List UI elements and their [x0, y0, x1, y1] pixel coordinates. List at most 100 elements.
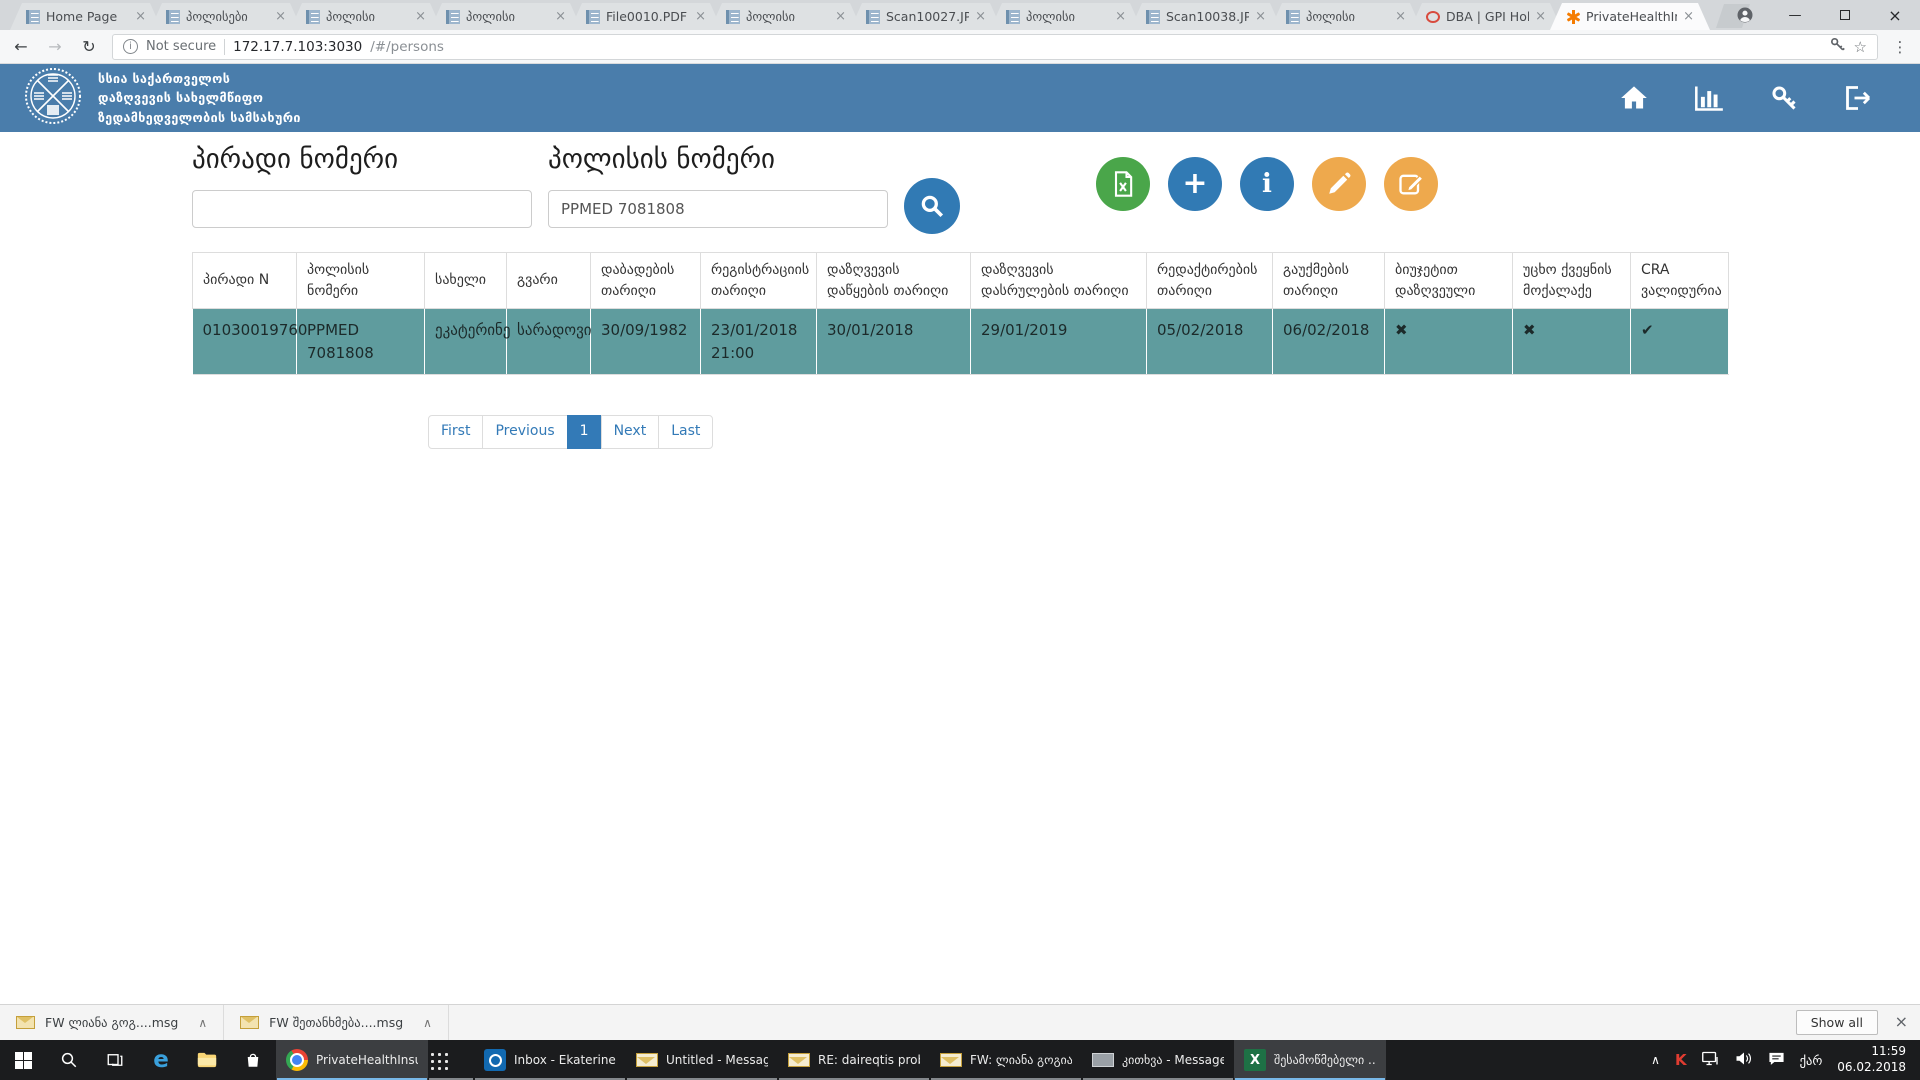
table-cell: 05/02/2018: [1146, 308, 1273, 375]
downloads-bar-close-icon[interactable]: ×: [1894, 1012, 1908, 1031]
page-info-icon[interactable]: i: [123, 39, 138, 54]
msg-file-icon: [16, 1016, 35, 1029]
reports-chart-icon[interactable]: [1694, 85, 1724, 111]
browser-tab[interactable]: პოლისი: [710, 3, 862, 30]
export-excel-button[interactable]: [1096, 157, 1150, 211]
edit-pencil-button[interactable]: [1312, 157, 1366, 211]
edit-form-button[interactable]: [1384, 157, 1438, 211]
tab-close-icon[interactable]: [975, 9, 986, 24]
personal-number-input[interactable]: [192, 190, 532, 228]
taskbar-app-button[interactable]: კითხვა - Message ...: [1082, 1040, 1234, 1080]
tab-close-icon[interactable]: [135, 9, 146, 24]
browser-tab[interactable]: პოლისები: [150, 3, 302, 30]
table-row[interactable]: 01030019760 PPMED 7081808 ეკატერინე სარადოვ…: [192, 308, 1729, 375]
browser-tab[interactable]: PrivateHealthIn: [1550, 3, 1710, 30]
tab-close-icon[interactable]: [695, 9, 706, 24]
tab-close-icon[interactable]: [555, 9, 566, 24]
kaspersky-icon[interactable]: [1675, 1051, 1687, 1069]
browser-tab[interactable]: DBA | GPI Hold: [1410, 3, 1562, 30]
browser-tab[interactable]: პოლისი: [1270, 3, 1422, 30]
download-options-chevron-icon[interactable]: [423, 1016, 432, 1030]
taskbar-search-icon[interactable]: [46, 1040, 92, 1080]
add-button[interactable]: +: [1168, 157, 1222, 211]
pagination-button[interactable]: Last: [658, 415, 714, 449]
window-restore-button[interactable]: [1820, 0, 1870, 30]
taskbar-app-icon: [788, 1053, 810, 1067]
window-minimize-button[interactable]: —: [1788, 7, 1802, 23]
back-icon[interactable]: ←: [14, 37, 28, 56]
taskbar-app-button[interactable]: FW: ლიანა გოგია...: [930, 1040, 1082, 1080]
download-options-chevron-icon[interactable]: [198, 1016, 207, 1030]
taskbar-app-label: შესამოწმებელი ...: [1274, 1053, 1376, 1067]
table-header-cell: დაბადების თარიღი: [590, 252, 701, 309]
tray-chevron-icon[interactable]: [1651, 1053, 1660, 1067]
address-bar[interactable]: i Not secure 172.17.7.103:3030 /#/person…: [112, 33, 1878, 60]
task-view-icon[interactable]: [92, 1040, 138, 1080]
bookmark-star-icon[interactable]: ☆: [1853, 37, 1867, 56]
tab-close-icon[interactable]: [1535, 9, 1546, 24]
profile-icon[interactable]: [1720, 0, 1770, 30]
start-button[interactable]: [0, 1040, 46, 1080]
browser-tab[interactable]: Home Page: [10, 3, 162, 30]
tab-close-icon[interactable]: [835, 9, 846, 24]
tab-title: პოლისი: [1306, 9, 1355, 24]
taskbar-app-button[interactable]: Untitled - Message ...: [626, 1040, 778, 1080]
volume-icon[interactable]: [1735, 1051, 1753, 1070]
taskbar-app-button[interactable]: PrivateHealthInsura...: [276, 1040, 428, 1080]
org-name-line: დაზღვევის სახელმწიფო: [98, 90, 264, 106]
tab-close-icon[interactable]: [275, 9, 286, 24]
taskbar-app-button[interactable]: RE: daireqtis proble...: [778, 1040, 930, 1080]
show-all-downloads-button[interactable]: Show all: [1795, 1010, 1878, 1035]
table-cell: ✔: [1630, 308, 1729, 375]
download-filename: FW შეთანხმება....msg: [269, 1015, 404, 1030]
logout-icon[interactable]: [1844, 85, 1872, 111]
table-header-cell: გვარი: [506, 252, 591, 309]
tab-close-icon[interactable]: [1115, 9, 1126, 24]
action-buttons: + i: [1096, 157, 1438, 211]
browser-tab[interactable]: File0010.PDF: [570, 3, 722, 30]
pagination-button[interactable]: Next: [600, 415, 660, 449]
browser-tab[interactable]: Scan10038.JPG: [1130, 3, 1282, 30]
taskbar-app-button[interactable]: Inbox - Ekaterine O...: [474, 1040, 626, 1080]
tab-title: DBA | GPI Hold: [1446, 9, 1530, 24]
key-icon[interactable]: [1770, 85, 1798, 111]
tab-close-icon[interactable]: [1255, 9, 1266, 24]
network-icon[interactable]: [1701, 1051, 1720, 1070]
tab-favicon: [586, 10, 600, 24]
notification-icon[interactable]: [1768, 1051, 1785, 1070]
password-key-icon[interactable]: [1829, 36, 1846, 57]
info-button[interactable]: i: [1240, 157, 1294, 211]
edge-icon[interactable]: [138, 1040, 184, 1080]
browser-tab[interactable]: პოლისი: [290, 3, 442, 30]
pagination-button[interactable]: 1: [566, 415, 602, 449]
download-item[interactable]: FW შეთანხმება....msg: [224, 1005, 449, 1040]
taskbar-app-button[interactable]: [428, 1040, 474, 1080]
msg-file-icon: [240, 1016, 260, 1029]
policy-number-input[interactable]: [548, 190, 888, 228]
browser-menu-icon[interactable]: ⋮: [1892, 37, 1908, 56]
download-item[interactable]: FW ლიანა გოგ....msg: [0, 1005, 225, 1040]
browser-tab[interactable]: Scan10027.JPG: [850, 3, 1002, 30]
browser-tab[interactable]: პოლისი: [990, 3, 1142, 30]
pagination-button[interactable]: First: [428, 415, 484, 449]
home-icon[interactable]: [1620, 85, 1648, 111]
window-close-button[interactable]: ×: [1888, 5, 1902, 25]
tab-close-icon[interactable]: [1683, 9, 1694, 24]
browser-toolbar: ← → ↻ i Not secure 172.17.7.103:3030 /#/…: [0, 30, 1920, 64]
taskbar-clock[interactable]: 11:59 06.02.2018: [1837, 1044, 1906, 1075]
search-button[interactable]: [904, 178, 960, 234]
keyboard-language-indicator[interactable]: ქარ: [1799, 1052, 1823, 1068]
store-icon[interactable]: [230, 1040, 276, 1080]
tab-close-icon[interactable]: [415, 9, 426, 24]
table-header-cell: პირადი N: [192, 252, 297, 309]
main-content: პირადი ნომერი პოლისის ნომერი + i: [0, 132, 1920, 1004]
pagination-button[interactable]: Previous: [482, 415, 568, 449]
personal-number-label: პირადი ნომერი: [192, 144, 399, 175]
file-explorer-icon[interactable]: [184, 1040, 230, 1080]
tab-favicon: [446, 10, 460, 24]
forward-icon: →: [48, 37, 62, 56]
browser-tab[interactable]: პოლისი: [430, 3, 582, 30]
tab-close-icon[interactable]: [1395, 9, 1406, 24]
reload-icon[interactable]: ↻: [82, 37, 96, 56]
taskbar-app-button[interactable]: შესამოწმებელი ...: [1234, 1040, 1386, 1080]
